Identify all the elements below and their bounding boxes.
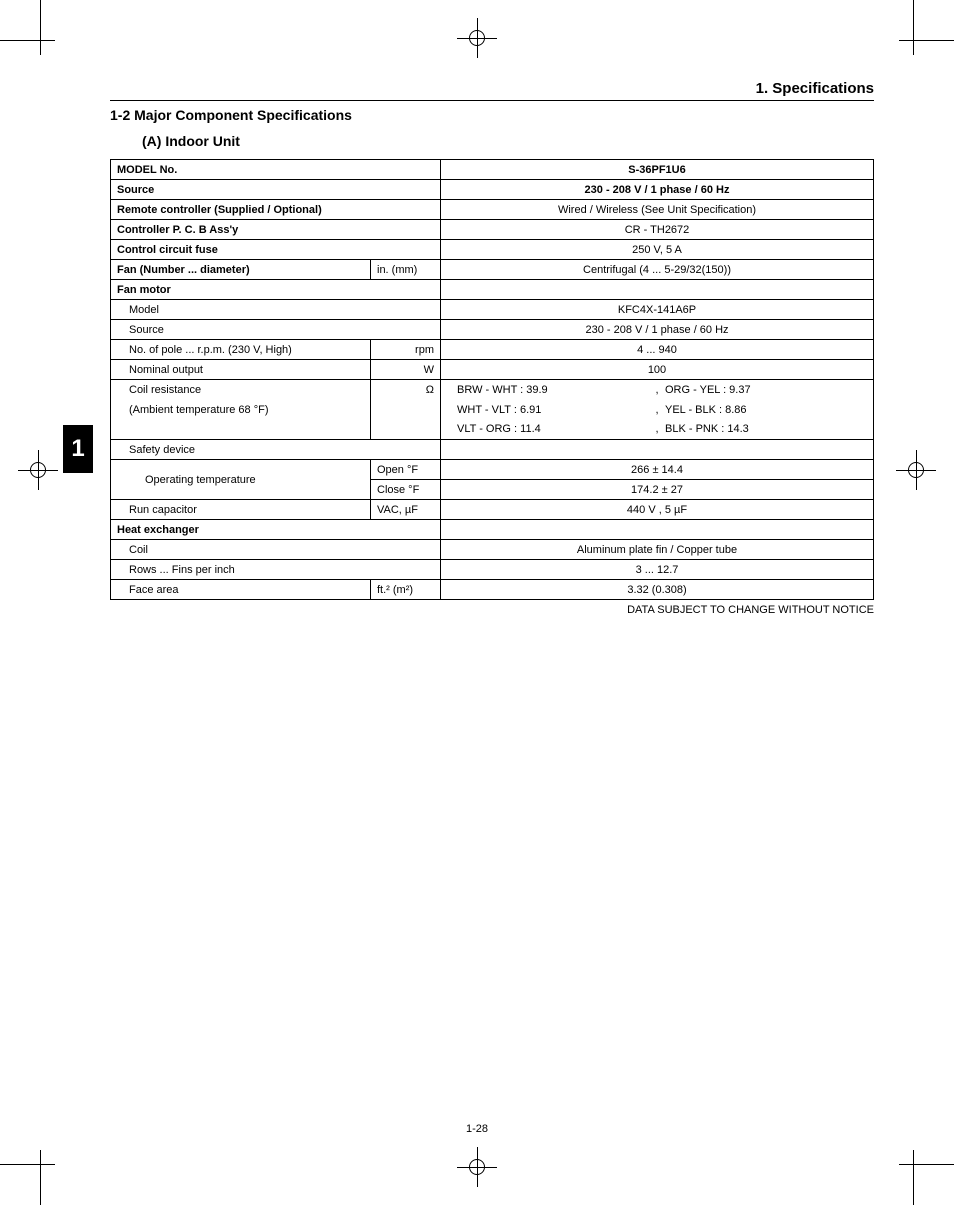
cell-value: 250 V, 5 A: [441, 240, 874, 260]
crop-mark: [40, 0, 41, 55]
cell-label: Controller P. C. B Ass'y: [111, 220, 441, 240]
cell-label: Fan motor: [111, 280, 441, 300]
table-row: Face area ft.² (m²) 3.32 (0.308): [111, 580, 874, 600]
table-row: Model KFC4X-141A6P: [111, 300, 874, 320]
cell-value: WHT - VLT : 6.91, YEL - BLK : 8.86: [441, 400, 874, 420]
cell-label: Run capacitor: [111, 500, 371, 520]
crop-mark: [899, 40, 954, 41]
cell-unit: Ω: [371, 380, 441, 400]
cell-label: [111, 420, 371, 440]
cell-label: Heat exchanger: [111, 520, 441, 540]
crop-mark: [913, 1150, 914, 1205]
table-row: Heat exchanger: [111, 520, 874, 540]
side-tab: 1: [63, 425, 93, 473]
crop-mark: [0, 40, 55, 41]
page-number: 1-28: [0, 1123, 954, 1135]
cell-label: Remote controller (Supplied / Optional): [111, 200, 441, 220]
cell-label: Source: [111, 180, 441, 200]
crop-mark: [40, 1150, 41, 1205]
cell-label: No. of pole ... r.p.m. (230 V, High): [111, 340, 371, 360]
table-row: Fan motor: [111, 280, 874, 300]
cell-value: 230 - 208 V / 1 phase / 60 Hz: [441, 180, 874, 200]
cell-value: KFC4X-141A6P: [441, 300, 874, 320]
cell-label: Rows ... Fins per inch: [111, 560, 441, 580]
table-row: Rows ... Fins per inch 3 ... 12.7: [111, 560, 874, 580]
cell-label: Model: [111, 300, 441, 320]
cell-label: Safety device: [111, 440, 441, 460]
cell-label: Face area: [111, 580, 371, 600]
cell-unit: in. (mm): [371, 260, 441, 280]
table-row: MODEL No. S-36PF1U6: [111, 160, 874, 180]
cell-unit: VAC, µF: [371, 500, 441, 520]
table-row: Coil Aluminum plate fin / Copper tube: [111, 540, 874, 560]
cell-value: 440 V , 5 µF: [441, 500, 874, 520]
subsection-title: (A) Indoor Unit: [142, 133, 874, 149]
header-right: 1. Specifications: [110, 80, 874, 101]
cell-value: Aluminum plate fin / Copper tube: [441, 540, 874, 560]
cell-unit: Close °F: [371, 480, 441, 500]
cell-unit: W: [371, 360, 441, 380]
footer-note: DATA SUBJECT TO CHANGE WITHOUT NOTICE: [110, 604, 874, 616]
cell-unit: Open °F: [371, 460, 441, 480]
registration-mark: [457, 18, 497, 58]
table-row: Nominal output W 100: [111, 360, 874, 380]
cell-value: 174.2 ± 27: [441, 480, 874, 500]
cell-label: Source: [111, 320, 441, 340]
cell-value: 100: [441, 360, 874, 380]
table-row: VLT - ORG : 11.4, BLK - PNK : 14.3: [111, 420, 874, 440]
cell-value: [441, 440, 874, 460]
table-row: Controller P. C. B Ass'y CR - TH2672: [111, 220, 874, 240]
spec-table: MODEL No. S-36PF1U6 Source 230 - 208 V /…: [110, 159, 874, 600]
table-row: Source 230 - 208 V / 1 phase / 60 Hz: [111, 180, 874, 200]
cell-unit: rpm: [371, 340, 441, 360]
cell-value: 4 ... 940: [441, 340, 874, 360]
cell-value: 3 ... 12.7: [441, 560, 874, 580]
cell-value: Wired / Wireless (See Unit Specification…: [441, 200, 874, 220]
registration-mark: [457, 1147, 497, 1187]
page-content: 1. Specifications 1-2 Major Component Sp…: [110, 80, 874, 1145]
crop-mark: [913, 0, 914, 55]
section-title: 1-2 Major Component Specifications: [110, 107, 874, 123]
cell-label: Operating temperature: [111, 460, 371, 500]
cell-value: 266 ± 14.4: [441, 460, 874, 480]
cell-unit: [371, 400, 441, 420]
cell-value: [441, 520, 874, 540]
table-row: Fan (Number ... diameter) in. (mm) Centr…: [111, 260, 874, 280]
cell-label: Coil resistance: [111, 380, 371, 400]
table-row: Source 230 - 208 V / 1 phase / 60 Hz: [111, 320, 874, 340]
table-row: Run capacitor VAC, µF 440 V , 5 µF: [111, 500, 874, 520]
cell-value: VLT - ORG : 11.4, BLK - PNK : 14.3: [441, 420, 874, 440]
cell-label: Control circuit fuse: [111, 240, 441, 260]
cell-value: BRW - WHT : 39.9, ORG - YEL : 9.37: [441, 380, 874, 400]
cell-label: Fan (Number ... diameter): [111, 260, 371, 280]
table-row: (Ambient temperature 68 °F) WHT - VLT : …: [111, 400, 874, 420]
cell-label: Nominal output: [111, 360, 371, 380]
crop-mark: [899, 1164, 954, 1165]
cell-value: S-36PF1U6: [441, 160, 874, 180]
registration-mark: [18, 450, 58, 490]
cell-value: 3.32 (0.308): [441, 580, 874, 600]
cell-value: 230 - 208 V / 1 phase / 60 Hz: [441, 320, 874, 340]
cell-label: MODEL No.: [111, 160, 441, 180]
cell-label: (Ambient temperature 68 °F): [111, 400, 371, 420]
table-row: Remote controller (Supplied / Optional) …: [111, 200, 874, 220]
table-row: Operating temperature Open °F 266 ± 14.4: [111, 460, 874, 480]
registration-mark: [896, 450, 936, 490]
table-row: Safety device: [111, 440, 874, 460]
table-row: Coil resistance Ω BRW - WHT : 39.9, ORG …: [111, 380, 874, 400]
cell-unit: ft.² (m²): [371, 580, 441, 600]
table-row: No. of pole ... r.p.m. (230 V, High) rpm…: [111, 340, 874, 360]
crop-mark: [0, 1164, 55, 1165]
cell-unit: [371, 420, 441, 440]
cell-value: Centrifugal (4 ... 5-29/32(150)): [441, 260, 874, 280]
cell-value: [441, 280, 874, 300]
cell-label: Coil: [111, 540, 441, 560]
table-row: Control circuit fuse 250 V, 5 A: [111, 240, 874, 260]
cell-value: CR - TH2672: [441, 220, 874, 240]
